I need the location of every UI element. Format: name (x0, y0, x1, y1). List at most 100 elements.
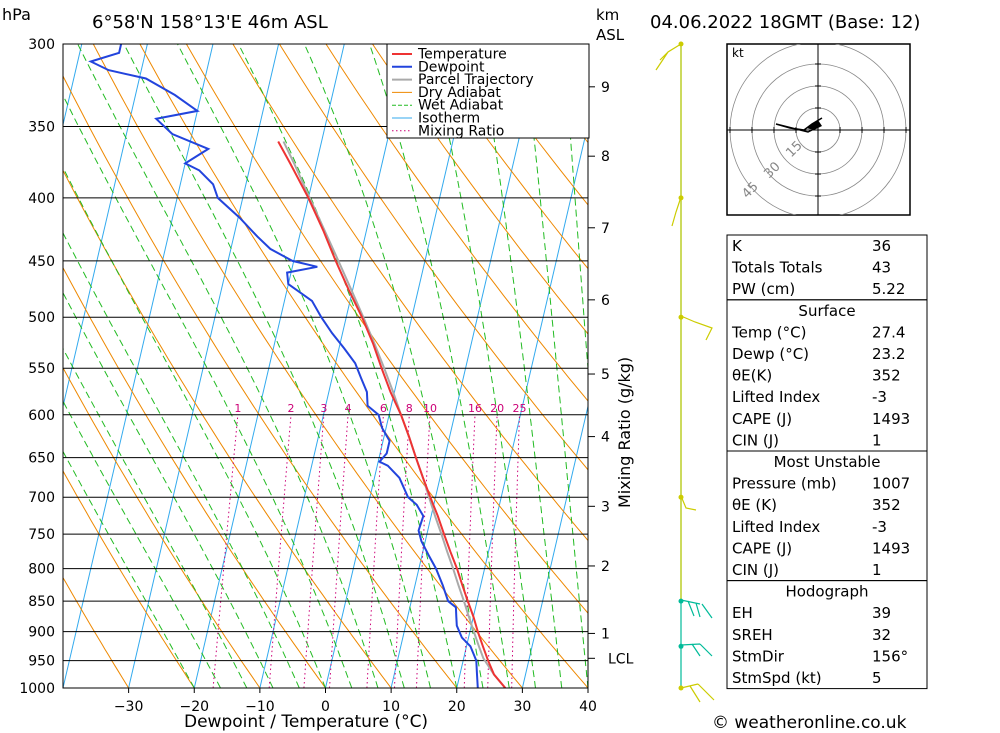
legend-entry: Dry Adiabat (418, 85, 501, 101)
mixing-ratio-label: 20 (490, 402, 504, 415)
index-label: CAPE (J) (732, 539, 792, 557)
index-value: 32 (872, 626, 891, 644)
isotherm-line (390, 44, 542, 688)
mixing-ratio-line (511, 414, 520, 688)
index-value: 23.2 (872, 345, 905, 363)
dry-adiabat-line (325, 44, 588, 402)
wind-barb (655, 43, 682, 71)
mixing-ratio-label: 4 (345, 402, 352, 415)
mixing-ratio-label: 25 (513, 402, 527, 415)
pressure-tick-label: 700 (28, 490, 55, 506)
mixing-ratio-line (366, 414, 384, 688)
dry-adiabat-line (63, 266, 327, 688)
wind-level-marker (678, 643, 684, 649)
isotherm-line (324, 44, 476, 688)
isotherm-line (0, 26, 20, 714)
datetime-title: 04.06.2022 18GMT (Base: 12) (650, 12, 920, 33)
pressure-tick-label: 500 (28, 310, 55, 326)
index-value: 352 (872, 496, 901, 514)
wind-level-marker (678, 195, 684, 201)
plot-frame (62, 43, 589, 689)
dry-adiabat-line (63, 75, 458, 688)
wind-level-marker (678, 314, 684, 320)
wind-level-marker (678, 685, 684, 691)
isotherm-line (193, 44, 345, 688)
legend-entry: Isotherm (418, 111, 480, 127)
index-value: 1 (872, 431, 882, 449)
wet-adiabat-line (63, 400, 221, 688)
isotherm-line (63, 44, 148, 409)
dry-adiabat-line (278, 44, 588, 471)
site-credit: © weatheronline.co.uk (712, 713, 907, 733)
pressure-tick-label: 750 (28, 527, 55, 543)
pressure-ticks: 300 350 400 450 500 550 600 650 700 750 800 850 900 9… (19, 37, 55, 697)
index-section-heading: Surface (798, 302, 855, 320)
index-value: 5.22 (872, 280, 905, 298)
legend-entry: Wet Adiabat (418, 98, 504, 114)
index-label: Lifted Index (732, 388, 820, 406)
temperature-tick-label: 40 (579, 699, 597, 715)
mixing-ratio-line (394, 414, 410, 688)
index-label: Dewp (°C) (732, 345, 809, 363)
index-value: 1493 (872, 539, 910, 557)
isotherm-line (128, 44, 280, 688)
height-tick-label: 3 (601, 499, 610, 515)
mixing-ratio-label: 3 (320, 402, 327, 415)
index-section-heading: Hodograph (785, 583, 868, 601)
wind-barb (680, 643, 713, 657)
height-tick-label: 1 (601, 626, 610, 642)
wind-profile (655, 41, 715, 703)
index-label: SREH (732, 626, 773, 644)
dewpoint-profile (88, 44, 479, 688)
pressure-tick-label: 350 (28, 120, 55, 136)
mixing-ratio-label: 2 (288, 402, 295, 415)
pressure-tick-label: 400 (28, 191, 55, 207)
pressure-unit: hPa (2, 5, 31, 24)
legend-box (386, 43, 590, 139)
wet-adiabat-line (63, 450, 195, 688)
legend-entry: Parcel Trajectory (418, 72, 534, 88)
wind-barb (680, 495, 697, 511)
isotherm-line (63, 44, 214, 688)
index-table: K 36 Totals Totals 43 PW (cm) 5.22 Surface Temp… (726, 234, 928, 690)
temperature-tick-label: 20 (448, 699, 466, 715)
dry-adiabat-line (63, 469, 195, 688)
height-unit-km: km (596, 6, 619, 24)
mixing-ratio-label: 10 (423, 402, 437, 415)
height-ticks: 1 2 3 4 5 6 7 8 9 LCL (588, 80, 634, 667)
index-label: K (732, 237, 743, 255)
mixing-ratio-label: 1 (234, 402, 241, 415)
wind-barb (671, 196, 682, 227)
index-value: 5 (872, 669, 882, 687)
mixing-ratio-label: 8 (406, 402, 413, 415)
pressure-tick-label: 450 (28, 254, 55, 270)
height-tick-label: 9 (601, 80, 610, 96)
index-label: StmDir (732, 647, 785, 665)
wind-level-marker (678, 598, 684, 604)
index-value: 36 (872, 237, 891, 255)
index-value: -3 (872, 518, 887, 536)
index-value: 43 (872, 259, 891, 277)
pressure-tick-label: 900 (28, 625, 55, 641)
wet-adiabat-line (63, 347, 248, 688)
temperature-tick-label: −10 (245, 699, 275, 715)
index-label: PW (cm) (732, 280, 795, 298)
height-tick-label: 6 (601, 293, 610, 309)
index-value: -3 (872, 388, 887, 406)
hodograph-unit: kt (732, 46, 744, 60)
temperature-tick-label: 10 (382, 699, 400, 715)
x-axis-label: Dewpoint / Temperature (°C) (184, 712, 428, 732)
height-tick-label: 5 (601, 367, 610, 383)
index-value: 352 (872, 367, 901, 385)
index-label: θE (K) (732, 496, 777, 514)
dry-adiabat-line (185, 44, 588, 614)
mixing-ratio-label: 16 (468, 402, 482, 415)
pressure-tick-label: 650 (28, 451, 55, 467)
pressure-tick-label: 600 (28, 408, 55, 424)
dry-adiabat-line (418, 44, 588, 270)
sounding-profiles (88, 44, 507, 688)
location-title: 6°58'N 158°13'E 46m ASL (92, 12, 328, 33)
dry-adiabat-line (63, 576, 130, 688)
legend-entry: Mixing Ratio (418, 123, 504, 139)
